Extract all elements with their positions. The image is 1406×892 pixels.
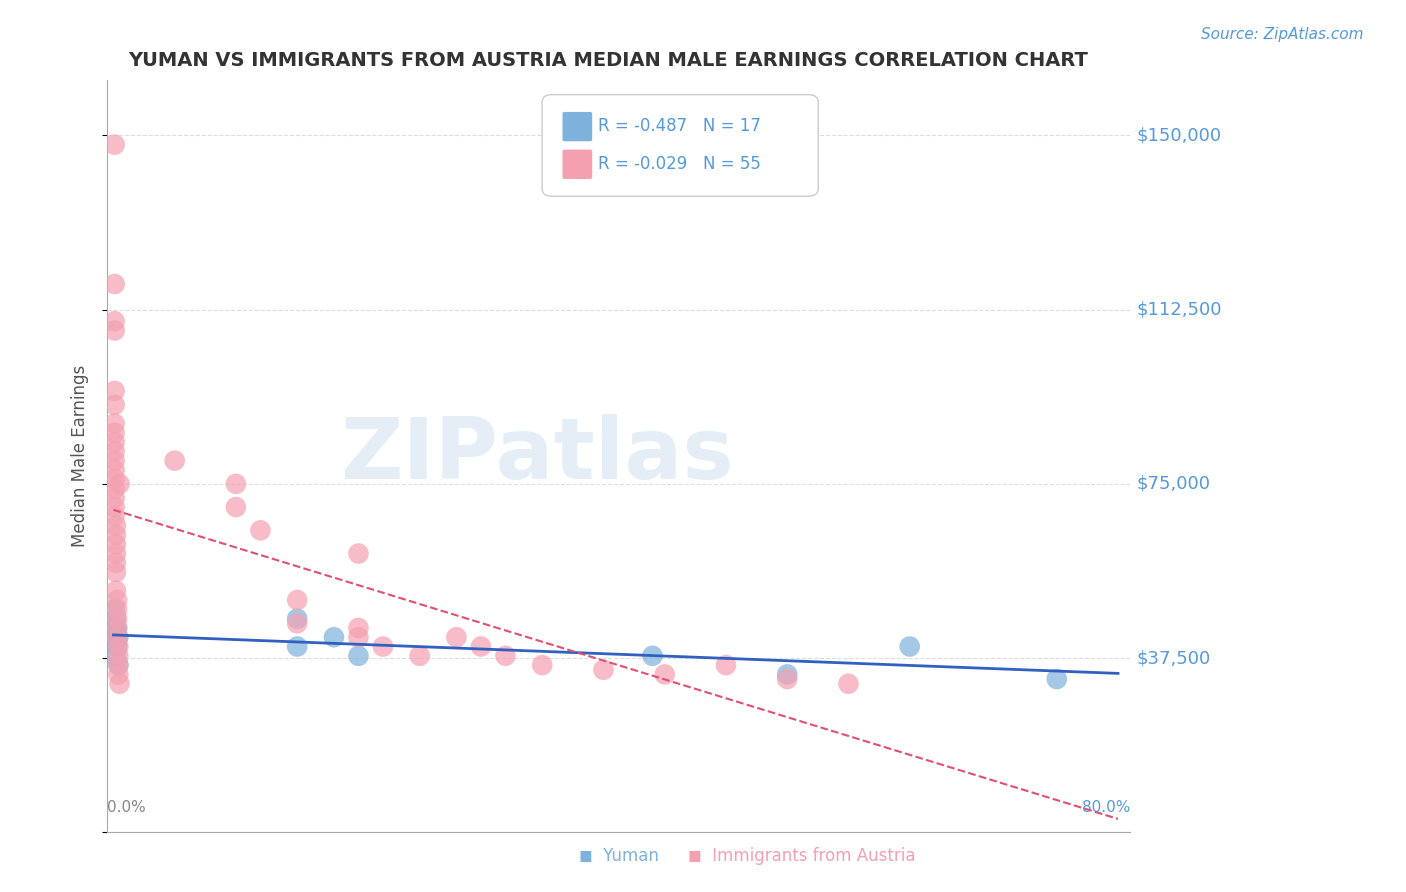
Point: [104, 453, 127, 467]
Point: [105, 630, 128, 644]
Point: [104, 314, 127, 328]
Point: [104, 463, 127, 477]
Point: [105, 593, 128, 607]
Point: [104, 435, 127, 450]
Point: [104, 537, 127, 551]
Point: [104, 398, 127, 412]
Point: [225, 476, 247, 491]
Point: [107, 658, 129, 673]
Point: [107, 640, 129, 654]
Point: [776, 672, 799, 686]
Point: [104, 509, 127, 524]
Point: [104, 425, 127, 440]
Point: [654, 667, 676, 681]
Point: [104, 324, 127, 338]
Text: ZIPatlas: ZIPatlas: [340, 415, 734, 498]
Point: [347, 630, 370, 644]
Point: [107, 667, 129, 681]
Point: [1046, 672, 1069, 686]
Point: [104, 621, 127, 635]
Point: [104, 417, 127, 431]
Point: [592, 663, 614, 677]
Point: [446, 630, 468, 644]
Point: [104, 482, 127, 496]
Text: Source: ZipAtlas.com: Source: ZipAtlas.com: [1201, 27, 1364, 42]
Point: [104, 630, 127, 644]
Point: [163, 453, 186, 467]
Point: [371, 640, 394, 654]
Point: [347, 547, 370, 561]
Point: [409, 648, 432, 663]
Point: [108, 676, 131, 690]
FancyBboxPatch shape: [543, 95, 818, 196]
Text: YUMAN VS IMMIGRANTS FROM AUSTRIA MEDIAN MALE EARNINGS CORRELATION CHART: YUMAN VS IMMIGRANTS FROM AUSTRIA MEDIAN …: [128, 51, 1088, 70]
Point: [776, 667, 799, 681]
Point: [898, 640, 921, 654]
Point: [105, 612, 128, 626]
FancyBboxPatch shape: [562, 112, 592, 141]
FancyBboxPatch shape: [562, 150, 592, 179]
Point: [104, 491, 127, 505]
Point: [104, 277, 127, 291]
Point: [107, 648, 129, 663]
Point: [531, 658, 554, 673]
Text: $150,000: $150,000: [1136, 127, 1222, 145]
Point: [104, 384, 127, 398]
Point: [104, 472, 127, 486]
Text: 0.0%: 0.0%: [107, 800, 146, 815]
Point: [107, 630, 129, 644]
Point: [285, 616, 308, 631]
Point: [105, 621, 128, 635]
Y-axis label: Median Male Earnings: Median Male Earnings: [72, 365, 89, 547]
Point: [714, 658, 737, 673]
Text: ◼  Yuman: ◼ Yuman: [579, 847, 658, 864]
Text: R = -0.029   N = 55: R = -0.029 N = 55: [599, 155, 761, 173]
Point: [105, 621, 128, 635]
Point: [285, 593, 308, 607]
Point: [641, 648, 664, 663]
Point: [494, 648, 516, 663]
Point: [323, 630, 346, 644]
Point: [285, 640, 308, 654]
Point: [105, 602, 128, 616]
Point: [347, 621, 370, 635]
Text: ◼  Immigrants from Austria: ◼ Immigrants from Austria: [688, 847, 915, 864]
Text: 80.0%: 80.0%: [1081, 800, 1130, 815]
Point: [104, 518, 127, 533]
Point: [104, 583, 127, 598]
Point: [108, 476, 131, 491]
Point: [104, 648, 127, 663]
Point: [837, 676, 859, 690]
Text: R = -0.487   N = 17: R = -0.487 N = 17: [599, 117, 761, 136]
Point: [104, 602, 127, 616]
Point: [105, 640, 128, 654]
Text: $37,500: $37,500: [1136, 649, 1211, 667]
Point: [249, 524, 271, 538]
Point: [285, 612, 308, 626]
Point: [104, 565, 127, 579]
Point: [104, 547, 127, 561]
Point: [104, 444, 127, 458]
Point: [470, 640, 492, 654]
Point: [104, 556, 127, 570]
Point: [104, 612, 127, 626]
Point: [107, 658, 129, 673]
Point: [225, 500, 247, 515]
Point: [104, 500, 127, 515]
Text: $75,000: $75,000: [1136, 475, 1211, 493]
Point: [104, 528, 127, 542]
Point: [347, 648, 370, 663]
Text: $112,500: $112,500: [1136, 301, 1222, 318]
Point: [104, 137, 127, 152]
